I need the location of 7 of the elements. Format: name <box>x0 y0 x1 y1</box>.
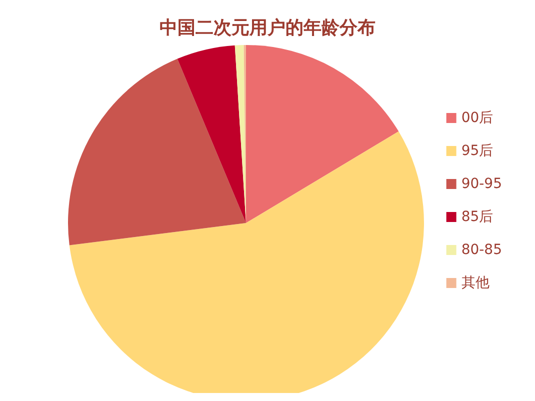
legend-label: 80-85 <box>461 242 502 258</box>
legend-label: 85后 <box>461 209 494 225</box>
chart-title: 中国二次元用户的年龄分布 <box>160 18 376 38</box>
legend-label: 90-95 <box>461 176 502 192</box>
legend-label: 00后 <box>461 110 494 126</box>
legend-label: 其他 <box>461 275 490 291</box>
legend-label: 95后 <box>461 143 494 159</box>
